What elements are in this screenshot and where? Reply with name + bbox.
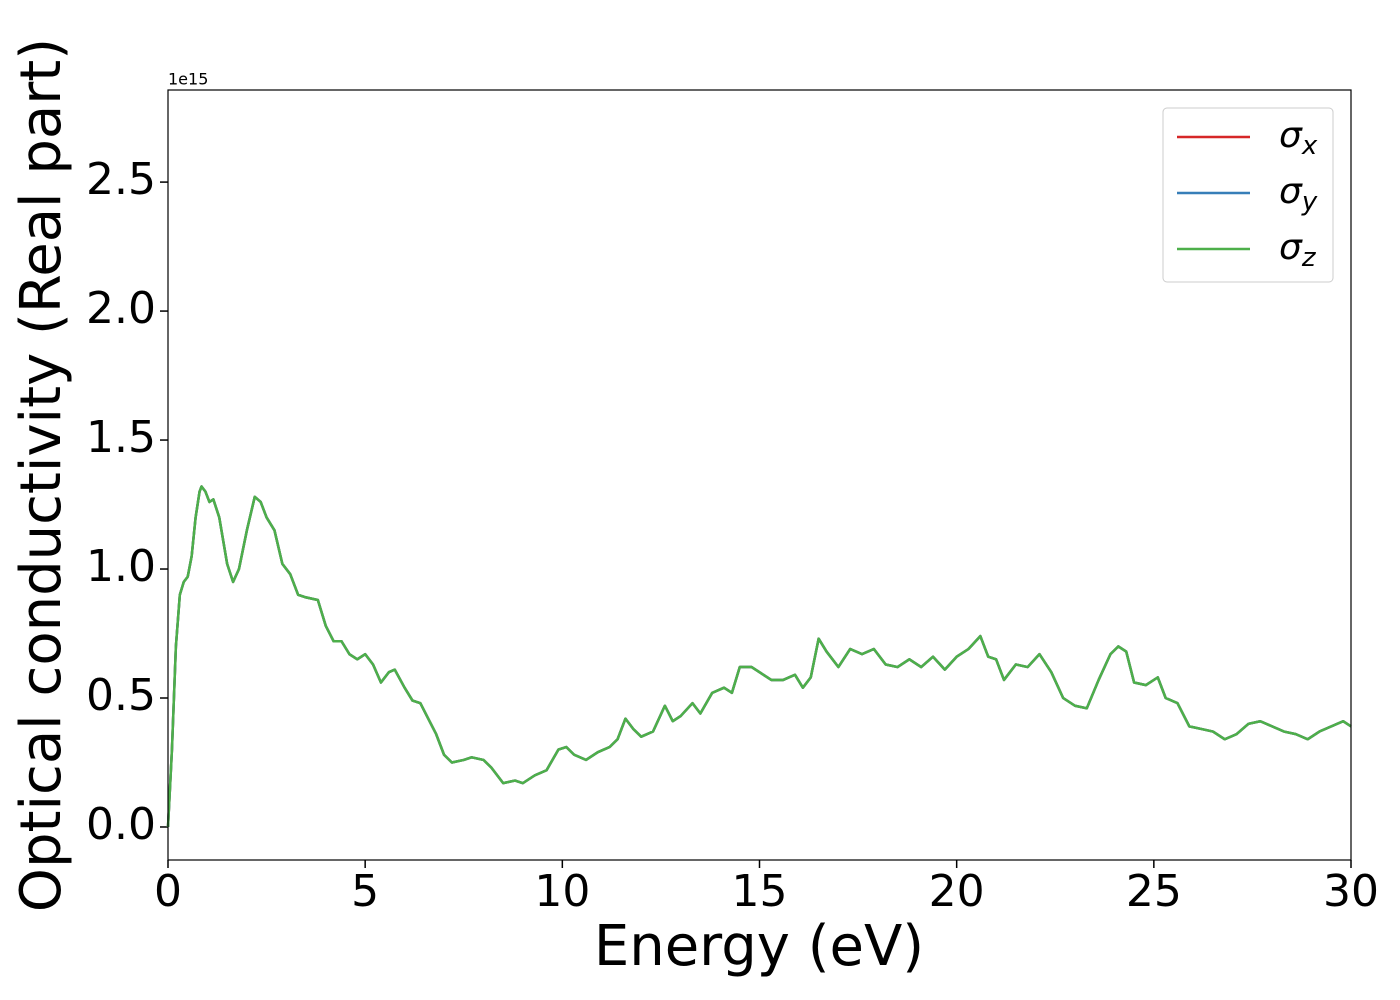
- plot-frame: [167, 89, 1352, 861]
- legend-label: σz: [1279, 227, 1317, 273]
- legend-label: σx: [1279, 115, 1318, 161]
- y-tick-label: 2.0: [86, 283, 156, 334]
- legend-box: [1162, 107, 1334, 283]
- x-tick-label: 5: [351, 866, 379, 917]
- y-offset-label: 1e15: [168, 70, 208, 89]
- series-line: [166, 485, 1352, 828]
- series-line: [166, 485, 1352, 828]
- y-tick-label: 1.5: [86, 412, 156, 463]
- x-tick-label: 25: [1126, 866, 1182, 917]
- y-tick-label: 2.5: [86, 154, 156, 205]
- x-tick-label: 30: [1323, 866, 1379, 917]
- x-tick-label: 0: [154, 866, 182, 917]
- y-tick-label: 0.0: [86, 799, 156, 850]
- legend-label: σy: [1279, 171, 1318, 217]
- series-line: [166, 485, 1352, 828]
- x-tick-label: 15: [732, 866, 788, 917]
- x-tick-label: 20: [929, 866, 985, 917]
- y-axis-label: Optical conductivity (Real part): [9, 38, 74, 912]
- x-tick-label: 10: [534, 866, 590, 917]
- x-axis-label: Energy (eV): [594, 914, 924, 979]
- y-tick-label: 1.0: [86, 541, 156, 592]
- y-tick-label: 0.5: [86, 670, 156, 721]
